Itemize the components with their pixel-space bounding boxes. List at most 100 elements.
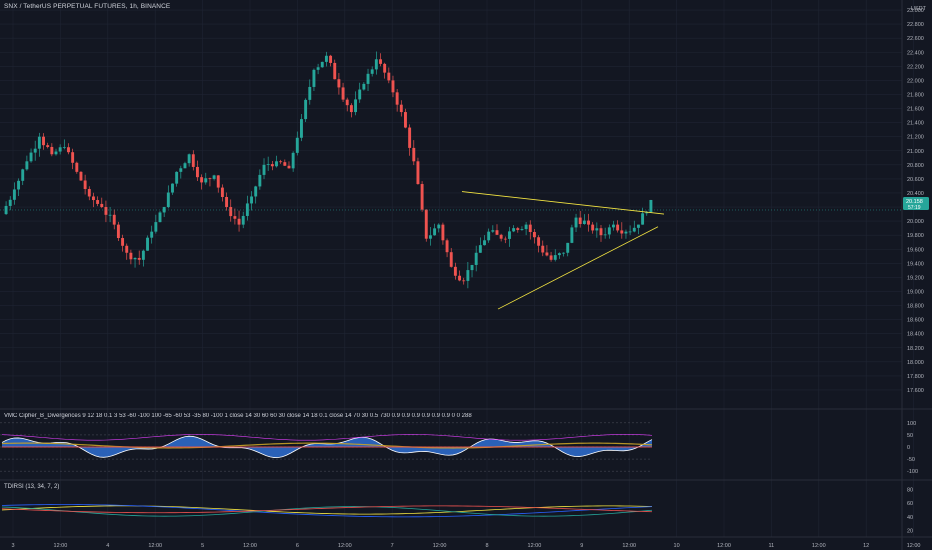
candle-body: [241, 215, 245, 225]
price-tick-label: 20.000: [907, 219, 924, 225]
candle-body: [187, 154, 191, 164]
candle-body: [528, 224, 532, 232]
ind2-line-0: [1, 505, 653, 515]
price-tick-label: 22.800: [907, 22, 924, 28]
candle-body: [245, 203, 249, 216]
candle-body: [146, 237, 149, 251]
price-tick-label: 22.400: [907, 50, 924, 56]
candle-body: [574, 217, 578, 228]
price-tick-label: 20.800: [907, 163, 924, 169]
indicator-tdirsi-label[interactable]: TDIRSI (13, 34, 7, 2): [4, 484, 60, 490]
candle-body: [449, 252, 453, 267]
price-tick-label: 18.000: [907, 360, 924, 366]
candle-body: [204, 178, 208, 183]
candle-body: [495, 230, 499, 235]
candle-body: [141, 250, 145, 260]
time-tick-label: 12:00: [148, 543, 162, 549]
candle-body: [599, 228, 603, 236]
candle-body: [370, 69, 374, 74]
candle-body: [412, 147, 416, 162]
candle-body: [641, 213, 645, 225]
candle-body: [17, 180, 21, 190]
ind1-moneyflow-line: [1, 442, 653, 449]
candle-body: [21, 169, 25, 181]
candle-body: [42, 136, 45, 146]
candle-body: [291, 152, 295, 169]
time-tick-label: 12:00: [243, 543, 257, 549]
candle-body: [645, 212, 649, 214]
time-tick-label: 12:00: [622, 543, 636, 549]
candle-body: [195, 166, 199, 178]
candle-body: [562, 252, 566, 254]
candle-body: [237, 218, 241, 225]
candle-body: [636, 224, 640, 228]
candle-body: [462, 280, 466, 282]
candle-body: [200, 177, 204, 183]
ind1-tick-label: 100: [907, 421, 916, 427]
ind2-tick-label: 80: [907, 487, 913, 493]
candle-body: [483, 240, 486, 246]
time-tick-label: 11: [769, 543, 775, 549]
ind2-line-1: [1, 504, 653, 518]
candle-body: [100, 203, 104, 208]
candle-body: [108, 214, 112, 216]
price-badge-countdown: 57:19: [908, 205, 921, 211]
symbol-title[interactable]: SNX / TetherUS PERPETUAL FUTURES, 1h, BI…: [4, 3, 171, 10]
candle-body: [79, 171, 83, 181]
candle-body: [250, 196, 253, 204]
indicator-cipher-label[interactable]: VMC Cipher_B_Divergences 9 12 18 0.1 3 5…: [4, 413, 472, 419]
candle-body: [595, 228, 599, 231]
time-tick-label: 12:00: [528, 543, 542, 549]
candle-body: [499, 234, 503, 239]
candle-body: [445, 240, 449, 253]
candle-body: [354, 99, 357, 113]
candle-body: [545, 252, 549, 256]
candle-body: [349, 105, 353, 113]
candle-body: [420, 184, 424, 210]
candle-body: [129, 252, 133, 260]
time-tick-label: 3: [11, 543, 14, 549]
candle-body: [62, 147, 66, 149]
price-badge: [903, 197, 929, 210]
candle-body: [612, 224, 615, 228]
candle-body: [125, 245, 129, 253]
candle-body: [424, 209, 428, 239]
candle-body: [453, 266, 457, 276]
candle-body: [582, 220, 586, 225]
candle-body: [470, 264, 474, 271]
candle-body: [104, 207, 108, 215]
candle-body: [337, 79, 341, 88]
candle-body: [71, 152, 75, 163]
candle-body: [537, 237, 541, 246]
candle-body: [312, 69, 316, 87]
candle-body: [96, 200, 100, 204]
ind1-wave-line: [1, 435, 653, 458]
candle-body: [474, 252, 478, 265]
candle-body: [171, 183, 174, 193]
candle-body: [308, 86, 312, 100]
price-tick-label: 19.200: [907, 275, 924, 281]
price-tick-label: 21.000: [907, 149, 924, 155]
candle-body: [345, 99, 349, 106]
price-tick-label: 22.200: [907, 64, 924, 70]
trendline-upper: [461, 191, 665, 215]
ind1-tick-label: -50: [907, 457, 915, 463]
candle-body: [649, 200, 653, 213]
ind2-line-3: [1, 505, 653, 514]
candle-body: [532, 231, 536, 238]
time-tick-label: 12:00: [812, 543, 826, 549]
candle-body: [179, 168, 183, 172]
candle-body: [316, 67, 320, 70]
ind1-tick-label: 50: [907, 433, 913, 439]
candle-body: [557, 253, 561, 256]
candle-body: [466, 270, 470, 281]
candles-layer: [0, 51, 902, 289]
candle-body: [46, 145, 50, 147]
time-axis: 3 12:00 4 12:00 5 12:00 6 12:00 7 12:00 8 12:00 9 12:…: [11, 543, 920, 549]
ind1-tick-label: -100: [907, 469, 918, 475]
candle-body: [283, 162, 287, 166]
ind2-tick-label: 40: [907, 515, 913, 521]
price-tick-label: 19.800: [907, 233, 924, 239]
